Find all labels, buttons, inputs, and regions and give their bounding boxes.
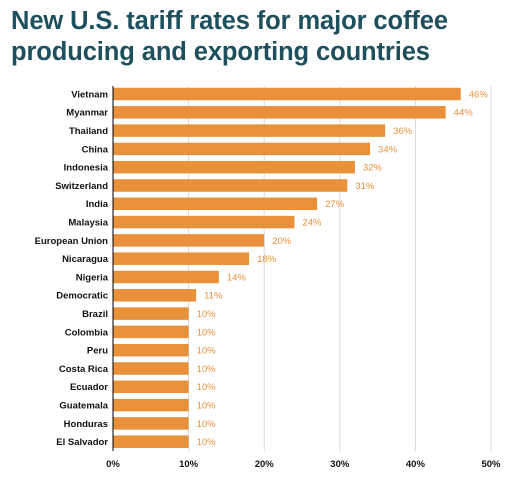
data-labels: 46% 44% 36% 34% 32% 31% 27%24% 20% 18% 14% 11% 10% 1… <box>197 89 489 448</box>
bar-vietnam <box>113 87 461 101</box>
category-label: El Salvador <box>56 437 108 448</box>
category-label: India <box>86 199 109 210</box>
chart-title: New U.S. tariff rates for major coffee p… <box>11 7 448 66</box>
bar-honduras <box>113 417 189 430</box>
bar-peru <box>113 343 189 357</box>
bar-myanmar <box>113 106 446 119</box>
x-tick-label: 10% <box>179 459 199 470</box>
x-tick-label: 50% <box>481 459 501 470</box>
x-tick-label: 0% <box>106 459 120 470</box>
bar-china <box>113 142 371 156</box>
data-label: 10% <box>197 419 217 430</box>
data-label: 27% <box>325 199 345 210</box>
category-label: Honduras <box>64 419 108 430</box>
data-label: 10% <box>197 327 217 338</box>
data-label: 18% <box>257 254 277 265</box>
category-label: Ecuador <box>70 382 108 393</box>
data-label: 34% <box>378 144 398 155</box>
category-labels: Vietnam Myanmar Thailand China Indonesia Swit… <box>35 89 109 448</box>
gridlines <box>188 86 492 451</box>
data-label: 20% <box>272 236 292 247</box>
category-label: Colombia <box>65 327 109 338</box>
data-label: 14% <box>227 272 247 283</box>
bar-switzerland <box>113 179 348 192</box>
data-label: 11% <box>204 291 223 302</box>
bar-el-salvador <box>113 435 189 448</box>
data-label: 10% <box>197 309 217 320</box>
bars <box>113 87 461 448</box>
data-label: 31% <box>355 181 375 192</box>
category-label: Switzerland <box>55 181 108 192</box>
category-label: Malaysia <box>68 218 108 229</box>
bar-india <box>113 197 318 211</box>
data-label: 46% <box>469 89 489 100</box>
category-label: Brazil <box>82 309 108 320</box>
category-label: Nigeria <box>76 272 109 283</box>
bar-malaysia <box>113 215 295 229</box>
category-label: Thailand <box>69 126 108 137</box>
category-label: European Union <box>35 236 109 247</box>
bar-nigeria <box>113 270 219 284</box>
category-label: Nicaragua <box>62 254 109 265</box>
data-label: 32% <box>363 163 383 174</box>
bar-european-union <box>113 234 265 247</box>
bar-indonesia <box>113 160 355 174</box>
bar-costa-rica <box>113 362 189 375</box>
bar-democratic <box>113 289 197 302</box>
category-label: Vietnam <box>71 89 108 100</box>
data-label: 10% <box>197 364 217 375</box>
data-label: 10% <box>197 437 217 448</box>
data-label: 10% <box>197 346 217 357</box>
bar-colombia <box>113 325 189 339</box>
data-label: 44% <box>454 108 474 119</box>
x-tick-labels: 0% 10% 20% 30% 40% 50% <box>106 459 501 470</box>
data-label: 10% <box>197 401 217 412</box>
category-label: Indonesia <box>64 163 109 174</box>
bar-guatemala <box>113 398 189 412</box>
bar-brazil <box>113 307 189 320</box>
category-label: Democratic <box>56 291 108 302</box>
data-label: 24% <box>302 218 322 229</box>
category-label: Costa Rica <box>59 364 109 375</box>
data-label: 36% <box>393 126 413 137</box>
bar-thailand <box>113 124 386 137</box>
category-label: Peru <box>87 346 108 357</box>
x-tick-label: 30% <box>330 459 350 470</box>
category-label: Myanmar <box>66 108 108 119</box>
x-tick-label: 40% <box>406 459 426 470</box>
bar-ecuador <box>113 380 189 394</box>
category-label: China <box>82 144 109 155</box>
x-tick-label: 20% <box>255 459 275 470</box>
data-label: 10% <box>197 382 217 393</box>
bar-nicaragua <box>113 252 250 265</box>
category-label: Guatemala <box>59 401 108 412</box>
